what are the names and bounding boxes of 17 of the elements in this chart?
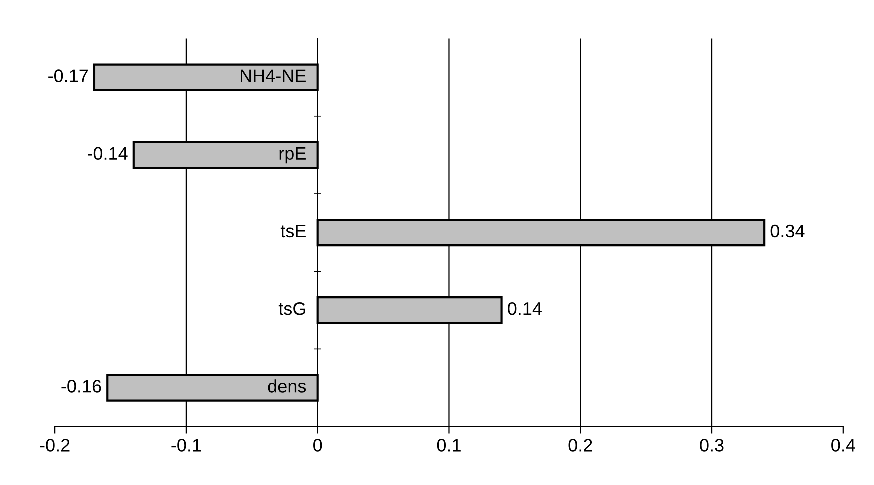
y-tick-label: tsE <box>280 225 306 238</box>
x-tick-label: 0.4 <box>832 439 856 452</box>
data-label: -0.16 <box>62 380 102 393</box>
y-tick-label: rpE <box>280 147 306 164</box>
data-label: -0.14 <box>88 147 128 160</box>
x-tick-label: 0.3 <box>700 439 724 452</box>
data-label: -0.17 <box>48 70 88 82</box>
data-label: 0.14 <box>508 302 542 316</box>
x-tick-label: -0.2 <box>40 439 70 452</box>
y-tick-label: NH4-NE <box>241 70 306 82</box>
x-tick-label: -0.1 <box>172 439 202 452</box>
x-tick-label: 0.1 <box>437 439 461 452</box>
x-tick-label: 0 <box>314 439 322 452</box>
y-tick-label: tsG <box>278 302 306 316</box>
y-tick-label: dens <box>268 380 306 393</box>
x-tick-label: 0.2 <box>568 439 592 452</box>
data-label: 0.34 <box>770 224 805 238</box>
